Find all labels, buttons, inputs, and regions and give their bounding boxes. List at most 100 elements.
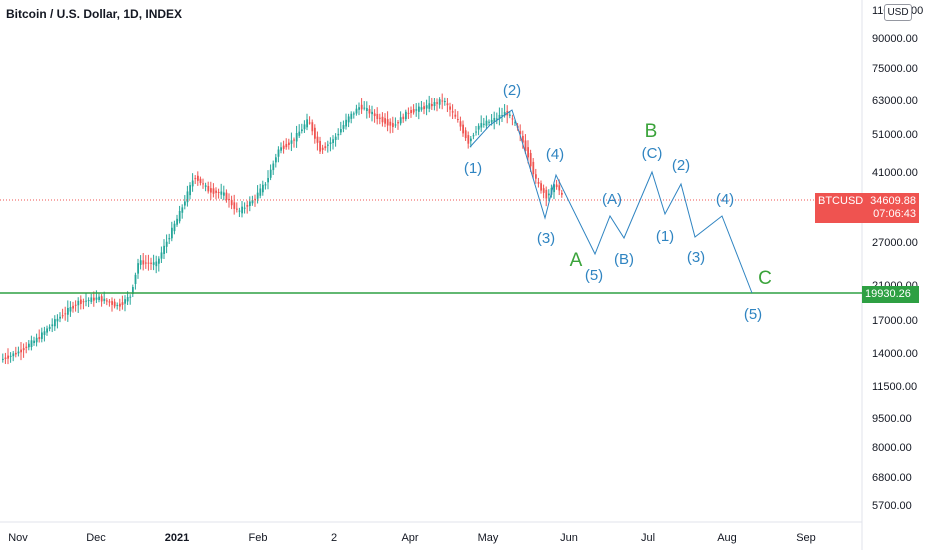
candle-body: [540, 183, 542, 190]
candle-body: [548, 194, 550, 196]
candle-body: [330, 142, 332, 144]
wave-label: (4): [546, 146, 564, 163]
abc-wave-label: A: [570, 250, 583, 271]
candle-body: [431, 104, 433, 106]
candle-body: [109, 301, 111, 302]
candle-body: [384, 118, 386, 123]
candle-body: [348, 116, 350, 122]
candle-body: [561, 193, 563, 195]
candle-body: [18, 352, 20, 354]
candle-body: [49, 327, 51, 329]
time-axis-label: Sep: [796, 532, 816, 544]
candle-body: [90, 297, 92, 301]
candle-body: [236, 209, 238, 210]
price-axis-label: 17000.00: [872, 315, 918, 327]
candle-body: [158, 259, 160, 264]
candle-body: [332, 139, 334, 143]
candle-body: [23, 348, 25, 350]
candle-body: [218, 192, 220, 193]
candle-body: [545, 190, 547, 199]
candle-body: [262, 185, 264, 192]
currency-selector[interactable]: USD: [884, 4, 912, 21]
candle-body: [33, 341, 35, 343]
candle-body: [54, 319, 56, 326]
candle-body: [426, 105, 428, 108]
candle-body: [7, 356, 9, 359]
candle-body: [293, 140, 295, 141]
candle-body: [62, 315, 64, 316]
candle-body: [304, 124, 306, 129]
candle-body: [150, 263, 152, 264]
candle-body: [171, 228, 173, 239]
candle-body: [410, 110, 412, 113]
candle-body: [88, 300, 90, 301]
candle-body: [96, 298, 98, 300]
candle-body: [249, 202, 251, 207]
price-axis-labels: 110000.0090000.0075000.0063000.0051000.0…: [872, 5, 923, 512]
candle-body: [363, 108, 365, 109]
candle-body: [174, 224, 176, 231]
candle-body: [127, 297, 129, 301]
candle-body: [231, 200, 233, 205]
current-price-value: 34609.88: [870, 195, 916, 208]
candle-body: [356, 109, 358, 114]
candle-body: [246, 205, 248, 207]
candle-body: [319, 141, 321, 152]
candle-body: [210, 188, 212, 192]
candle-body: [387, 119, 389, 125]
candle-body: [327, 145, 329, 146]
candle-body: [382, 117, 384, 122]
candle-body: [345, 120, 347, 127]
time-axis-label: May: [478, 532, 499, 544]
candle-body: [241, 207, 243, 214]
candle-body: [361, 105, 363, 110]
candle-body: [168, 238, 170, 239]
candle-body: [161, 252, 163, 258]
candle-body: [181, 207, 183, 212]
support-price-tag: 19930.26: [862, 286, 919, 303]
candle-body: [350, 114, 352, 119]
candle-body: [478, 126, 480, 130]
candle-body: [72, 306, 74, 309]
candle-body: [454, 115, 456, 117]
candle-body: [314, 128, 316, 139]
candle-body: [337, 134, 339, 135]
candle-body: [67, 308, 69, 315]
candle-body: [322, 148, 324, 150]
candle-body: [59, 317, 61, 319]
candle-body: [106, 300, 108, 301]
candle-body: [20, 350, 22, 353]
candle-body: [80, 300, 82, 304]
candle-body: [166, 242, 168, 247]
candle-body: [413, 109, 415, 112]
candle-body: [527, 147, 529, 157]
candle-body: [122, 302, 124, 305]
price-axis-label: 8000.00: [872, 442, 912, 454]
candle-body: [449, 106, 451, 109]
candle-body: [46, 328, 48, 332]
candle-body: [353, 113, 355, 114]
candle-body: [376, 114, 378, 119]
time-axis-label: Aug: [717, 532, 737, 544]
candle-body: [2, 359, 4, 360]
candle-body: [10, 356, 12, 357]
candle-body: [213, 188, 215, 193]
candle-body: [267, 178, 269, 182]
candle-body: [64, 313, 66, 314]
current-price-tag: BTCUSD 34609.88 07:06:43: [815, 193, 919, 223]
price-axis-label: 5700.00: [872, 500, 912, 512]
price-axis-label: 90000.00: [872, 33, 918, 45]
candle-body: [324, 146, 326, 148]
candle-body: [415, 109, 417, 110]
wave-label: (2): [672, 157, 690, 174]
candle-body: [423, 106, 425, 109]
candle-body: [12, 353, 14, 356]
candle-body: [543, 188, 545, 193]
candle-body: [129, 297, 131, 298]
candle-body: [5, 358, 7, 359]
bar-countdown: 07:06:43: [818, 208, 916, 221]
candle-body: [538, 182, 540, 184]
candle-body: [140, 260, 142, 265]
candle-body: [475, 132, 477, 133]
